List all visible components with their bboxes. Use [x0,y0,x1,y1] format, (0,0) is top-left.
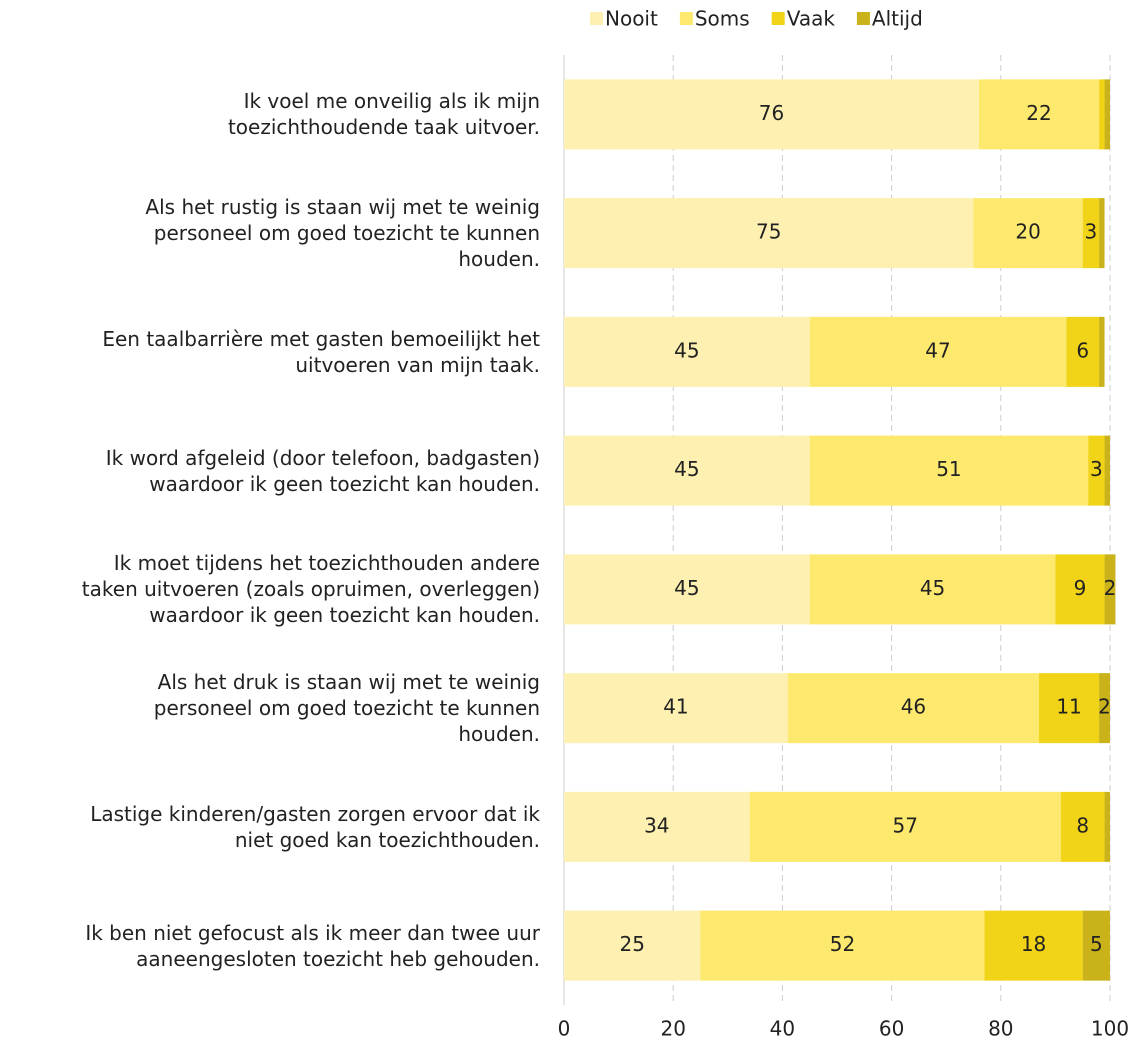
bar-segment [1099,673,1110,744]
bar-segment [1099,79,1105,150]
data-label: 6 [1076,338,1089,362]
data-label: 45 [674,457,699,481]
data-label: 45 [674,338,699,362]
data-label: 45 [674,576,699,600]
category-label: Een taalbarrière met gasten bemoeilijkt … [102,326,540,377]
bar-segment [564,79,979,150]
data-label: 2 [1098,695,1111,719]
data-label: 18 [1021,932,1046,956]
x-tick-label: 40 [770,1017,795,1041]
bar-segment [564,198,974,269]
bar-segment [1099,316,1105,387]
bar-segment [1066,316,1100,387]
bar-segment [1099,198,1105,269]
bar-segment [978,79,1100,150]
category-label: Ik voel me onveilig als ik mijn toezicht… [227,89,540,140]
data-label: 41 [663,695,688,719]
category-label: Als het druk is staan wij met te weinig … [153,670,540,747]
data-label: 76 [759,101,784,125]
x-tick-label: 0 [558,1017,571,1041]
bar-segment [809,316,1067,387]
data-label: 8 [1076,813,1089,837]
data-label: 25 [620,932,645,956]
legend-label: Altijd [872,7,923,31]
data-label: 75 [756,220,781,244]
data-label: 22 [1026,101,1051,125]
data-label: 5 [1090,932,1103,956]
bar-segment [564,910,701,981]
x-tick-label: 60 [879,1017,904,1041]
data-label: 3 [1085,220,1098,244]
legend-label: Vaak [787,7,836,31]
category-label: Als het rustig is staan wij met te weini… [145,195,540,272]
data-label: 9 [1074,576,1087,600]
bar-segment [1104,435,1110,506]
data-label: 46 [901,695,926,719]
category-label: Lastige kinderen/gasten zorgen ervoor da… [90,801,540,852]
legend-swatch [590,12,603,25]
data-label: 11 [1056,695,1081,719]
bar-segment [564,791,750,862]
bar-segment [984,910,1083,981]
bar-segment [1088,435,1105,506]
data-label: 2 [1104,576,1117,600]
category-label: Ik moet tijdens het toezichthouden ander… [81,551,540,628]
category-label: Ik word afgeleid (door telefoon, badgast… [105,445,540,496]
data-label: 52 [830,932,855,956]
bar-segment [1060,791,1105,862]
category-label: Ik ben niet gefocust als ik meer dan twe… [85,920,540,971]
bar-segment [787,673,1040,744]
legend-label: Nooit [605,7,658,31]
data-label: 47 [925,338,950,362]
legend-swatch [771,12,785,25]
bar-segment [1055,554,1105,625]
x-tick-label: 80 [988,1017,1013,1041]
data-label: 20 [1015,220,1040,244]
data-label: 45 [920,576,945,600]
data-label: 57 [893,813,918,837]
bar-segment [809,435,1089,506]
bar-segment [564,316,810,387]
bar-segment [1039,673,1100,744]
bar-segment [564,554,810,625]
bar-segment [973,198,1083,269]
x-tick-label: 100 [1091,1017,1129,1041]
bar-segment [700,910,985,981]
bar-segment [1082,198,1100,269]
bar-segment [1082,910,1110,981]
x-tick-label: 20 [660,1017,685,1041]
data-label: 51 [936,457,961,481]
data-label: 34 [644,813,669,837]
bar-segment [809,554,1056,625]
legend-swatch [679,12,693,25]
bar-segment [1104,791,1110,862]
bar-segment [749,791,1061,862]
legend-label: Soms [695,7,750,31]
bar-segment [564,435,810,506]
bar-segment [1104,79,1110,150]
legend-swatch [856,12,870,25]
data-label: 3 [1090,457,1103,481]
bar-segment [1104,554,1116,625]
bar-segment [564,673,788,744]
